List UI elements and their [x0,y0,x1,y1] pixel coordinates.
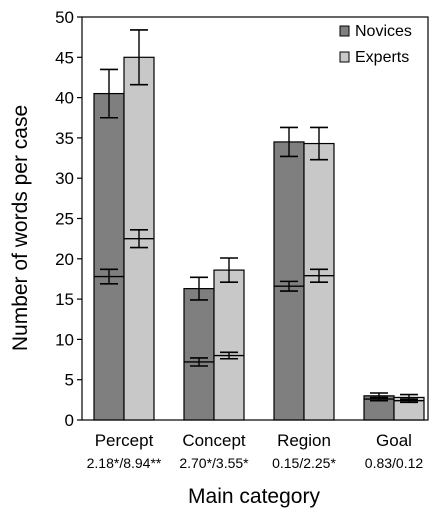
bars [93,29,425,421]
y-axis-label: Number of words per case [9,105,32,351]
x-axis-label: Main category [188,485,320,508]
legend: Novices Experts [339,23,412,66]
bar-novices [93,92,125,421]
y-tick-label: 10 [55,330,74,349]
legend-label-experts: Experts [355,49,409,66]
bar-novices [183,288,215,421]
y-tick-label: 20 [55,250,74,269]
y-tick-label: 25 [55,210,74,229]
axes: 0 5 10 15 20 25 30 35 40 45 50 [55,8,429,430]
y-tick-label: 0 [65,411,74,430]
stats-label: 0.83/0.12 [365,455,424,471]
y-tick-label: 15 [55,290,74,309]
legend-swatch-experts [339,51,350,63]
y-tick-label: 45 [55,48,74,67]
y-tick-label: 40 [55,89,74,108]
legend-label-novices: Novices [355,23,412,40]
bar-experts [213,269,245,421]
y-tick-label: 35 [55,129,74,148]
x-tick-label: Region [277,431,331,450]
y-tick-label: 5 [65,371,74,390]
x-tick-label: Percept [95,431,154,450]
labels: Percept 2.18*/8.94** Concept 2.70*/3.55* Reg… [87,431,424,471]
legend-swatch-novices [339,25,350,37]
stats-label: 2.18*/8.94** [87,455,162,471]
x-tick-label: Concept [182,431,246,450]
stats-label: 2.70*/3.55* [179,455,249,471]
stats-label: 0.15/2.25* [272,455,336,471]
y-tick-label: 30 [55,169,74,188]
x-tick-label: Goal [376,431,412,450]
y-tick-label: 50 [55,8,74,27]
